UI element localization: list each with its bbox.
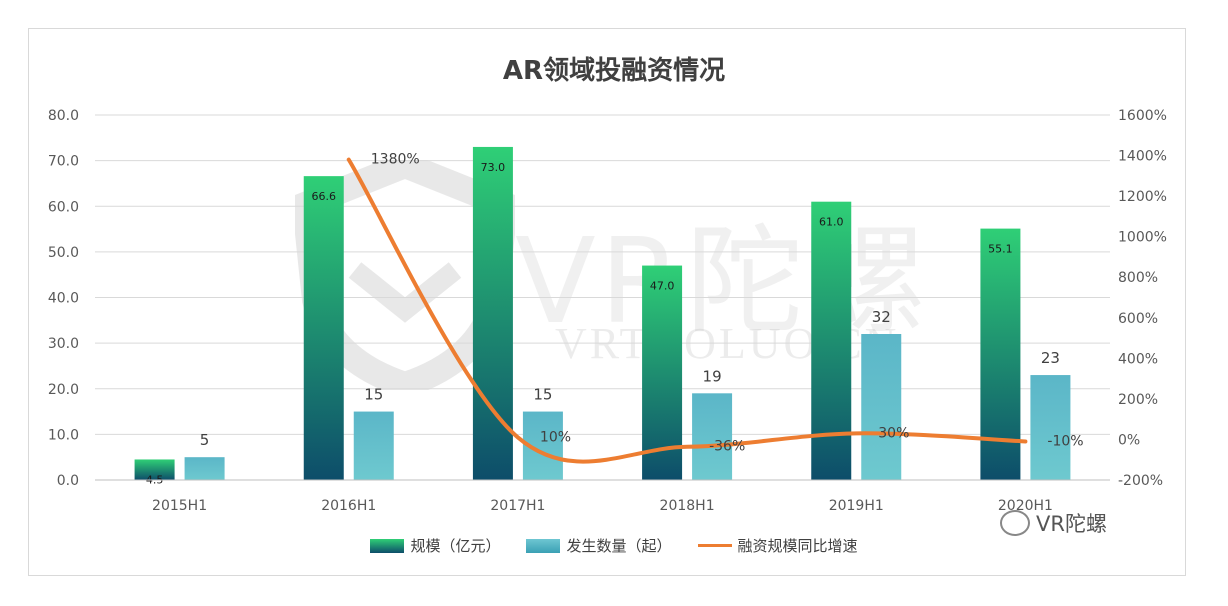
legend-swatch-scale [370,538,405,553]
bar-count-label: 15 [533,386,552,404]
growth-label: -10% [1047,433,1083,449]
right-tick-label: 800% [1118,270,1158,286]
legend-swatch-growth [697,544,732,547]
bar-count-label: 5 [200,431,210,449]
growth-label: -36% [709,439,745,455]
bar-scale [811,201,852,480]
bar-count-label: 23 [1041,349,1060,367]
right-tick-label: 1400% [1118,149,1167,165]
left-tick-label: 20.0 [48,382,79,398]
bar-scale-label: 66.6 [312,190,337,203]
right-tick-label: 200% [1118,392,1158,408]
watermark-brand: VR陀螺 [515,212,930,350]
legend-item-count: 发生数量（起） [526,535,672,556]
right-tick-label: 600% [1118,311,1158,327]
left-tick-label: 10.0 [48,427,79,443]
left-tick-label: 80.0 [48,108,79,124]
bar-scale [472,146,513,480]
legend-item-scale: 规模（亿元） [370,535,500,556]
legend-label-scale: 规模（亿元） [410,537,501,555]
growth-label: 30% [878,425,909,441]
category-label: 2016H1 [321,498,376,514]
category-label: 2018H1 [660,498,715,514]
legend-label-growth: 融资规模同比增速 [737,537,858,555]
growth-label: 10% [540,429,571,445]
bar-count-label: 19 [703,367,722,385]
right-tick-label: 1200% [1118,189,1167,205]
growth-line [346,157,1028,464]
left-tick-label: 30.0 [48,336,79,352]
left-tick-label: 0.0 [57,473,79,489]
chart-title: AR领域投融资情况 [502,56,726,86]
bar-count [861,334,902,480]
category-label: 2017H1 [490,498,545,514]
bar-scale-label: 73.0 [481,161,506,174]
right-tick-label: 1000% [1118,230,1167,246]
right-tick-label: 1600% [1118,108,1167,124]
legend-label-count: 发生数量（起） [566,537,672,555]
bar-count [692,393,733,480]
bar-scale [642,265,683,480]
bar-count [184,457,225,480]
bar-scale [303,176,344,480]
left-tick-label: 70.0 [48,154,79,170]
wechat-icon [1000,510,1030,536]
growth-label: 1380% [371,152,420,168]
legend-item-growth: 融资规模同比增速 [697,535,858,556]
bar-count [1030,375,1071,480]
bar-scale-label: 47.0 [650,280,675,293]
bar-count-label: 32 [872,308,891,326]
bar-count-label: 15 [364,386,383,404]
footer-brand: VR陀螺 [1000,508,1107,538]
bar-scale-label: 61.0 [819,216,844,229]
category-label: 2015H1 [152,498,207,514]
chart-legend: 规模（亿元） 发生数量（起） 融资规模同比增速 [0,535,1228,556]
bar-scale-label: 55.1 [988,243,1013,256]
left-tick-label: 40.0 [48,291,79,307]
left-tick-label: 60.0 [48,199,79,215]
bar-scale [134,459,175,480]
legend-swatch-count [526,538,561,553]
left-tick-label: 50.0 [48,245,79,261]
bar-count [353,411,394,480]
right-tick-label: -200% [1118,473,1163,489]
right-tick-label: 400% [1118,351,1158,367]
category-label: 2019H1 [829,498,884,514]
footer-brand-text: VR陀螺 [1036,512,1107,536]
right-tick-label: 0% [1118,432,1140,448]
